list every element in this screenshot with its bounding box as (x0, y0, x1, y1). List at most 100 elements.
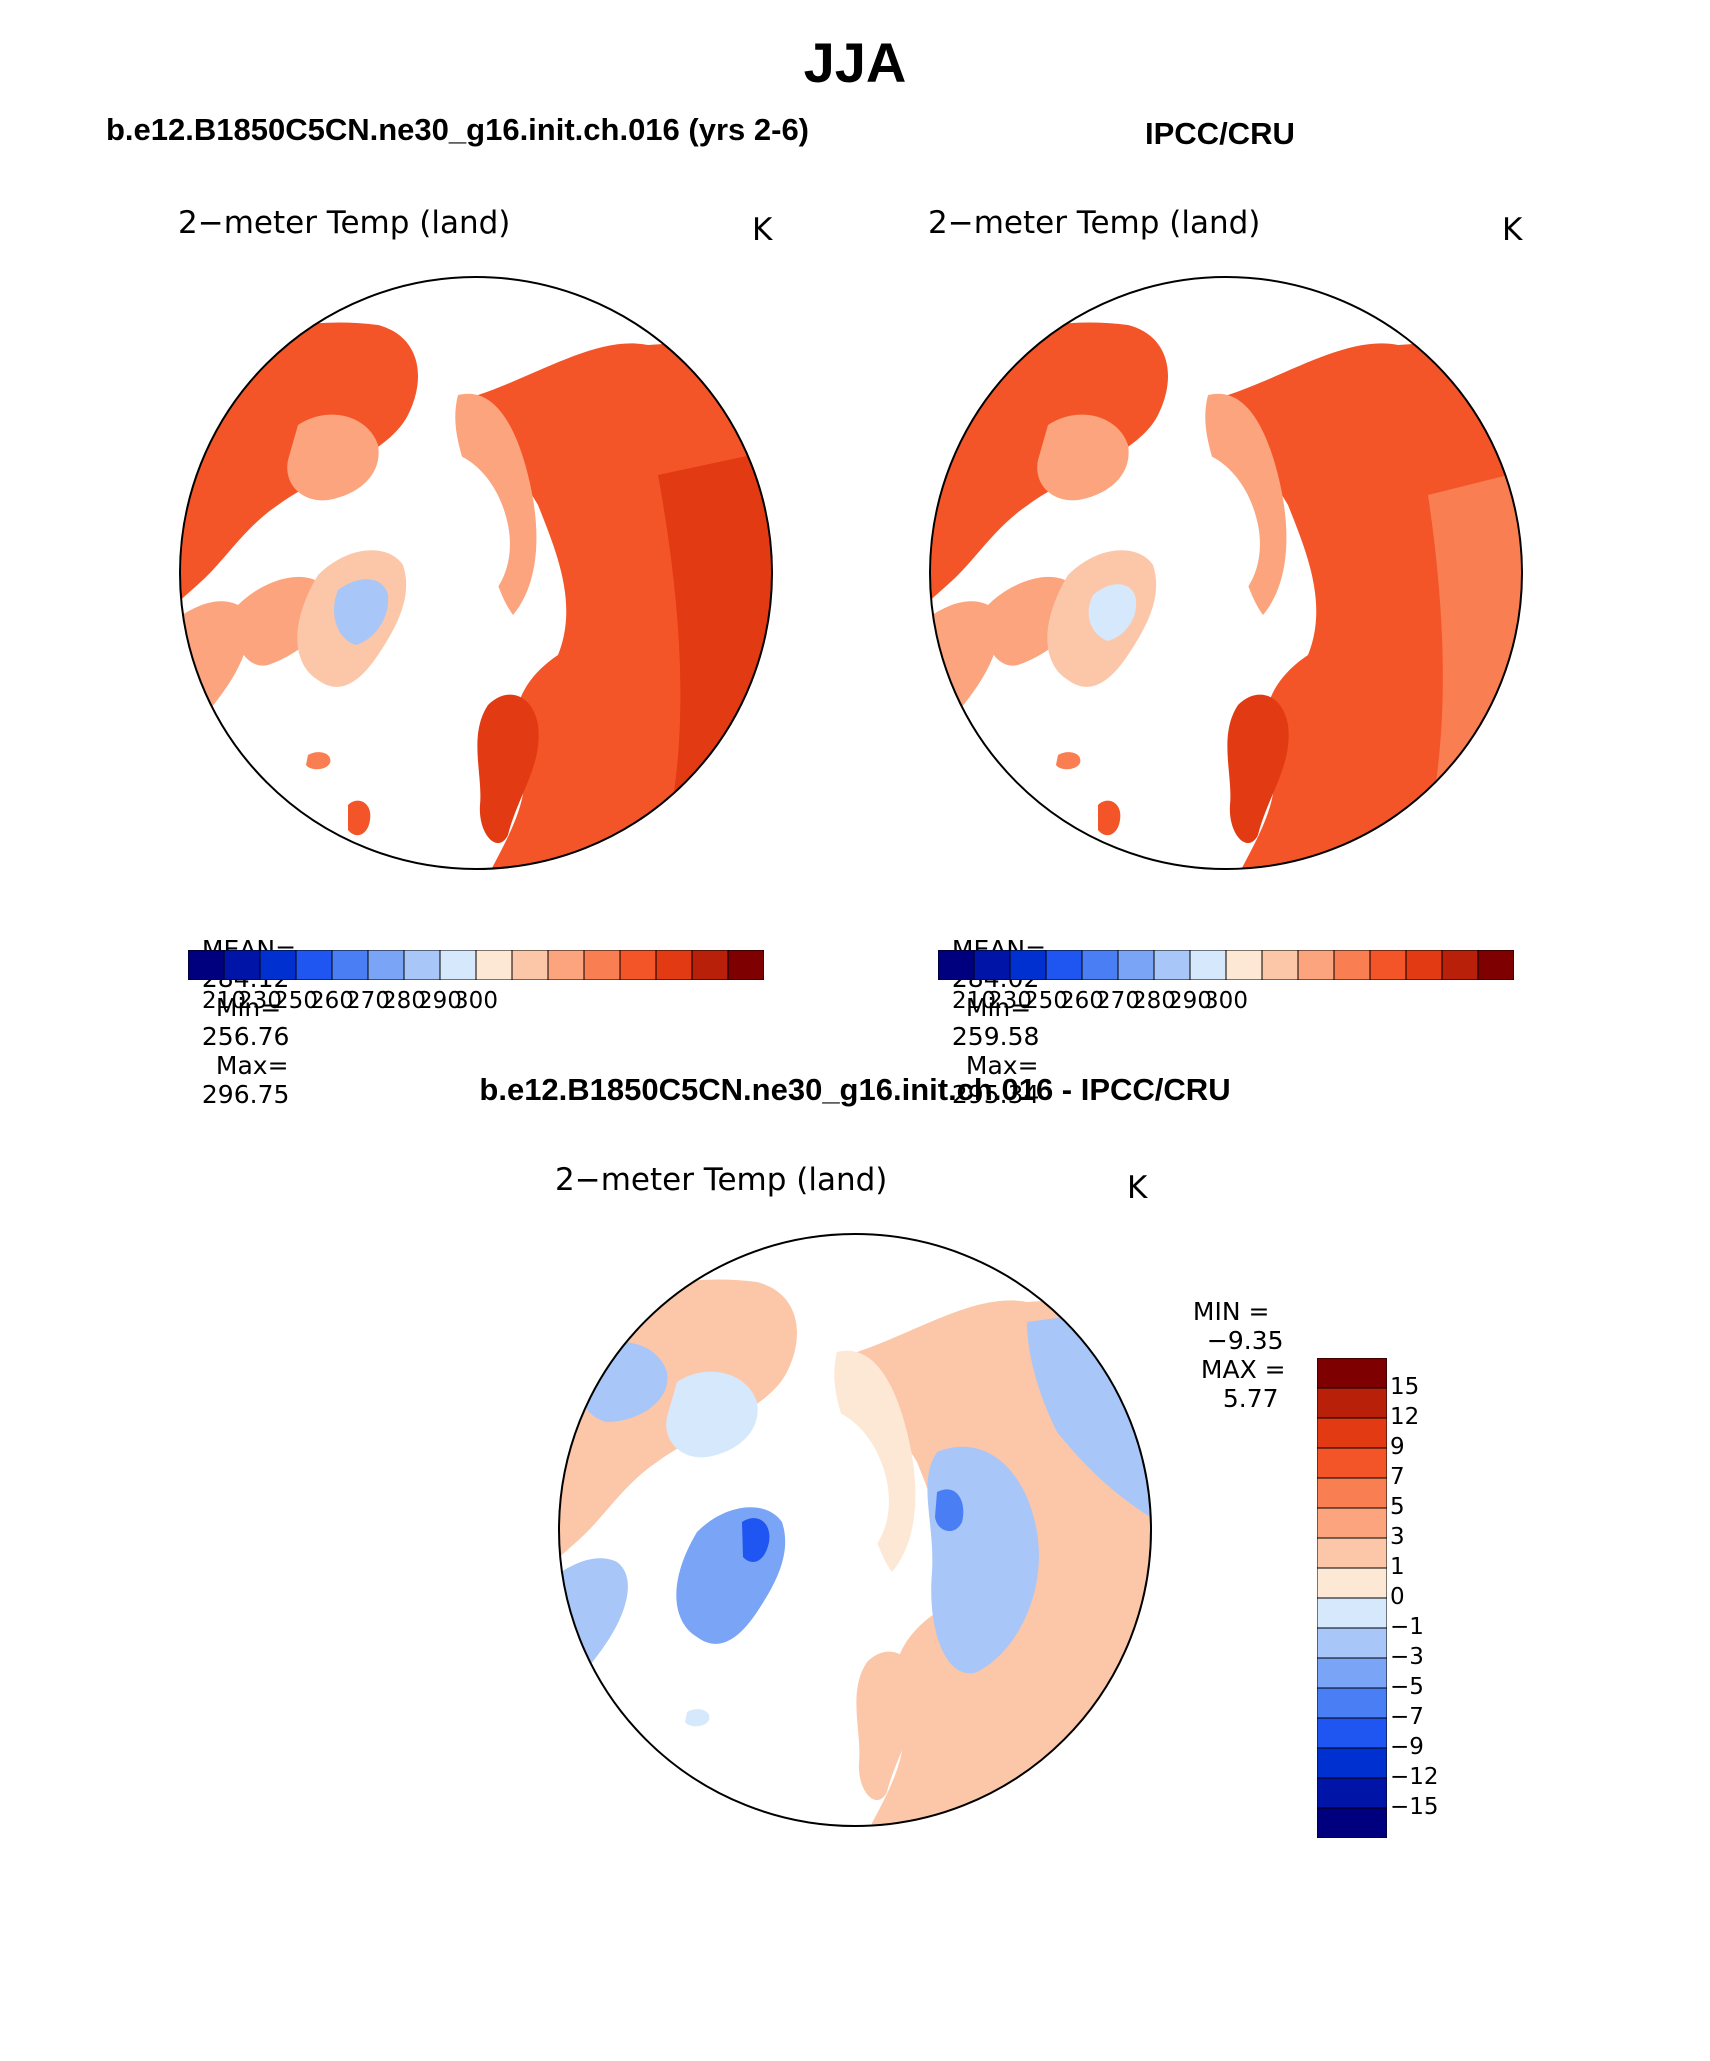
difference-colorbar (1317, 1358, 1387, 1838)
obs-colorbar-tick-label: 300 (1204, 988, 1248, 1014)
diff-field-label: 2−meter Temp (land) (555, 1162, 888, 1198)
difference-colorbar-box (1317, 1807, 1387, 1838)
difference-colorbar-box (1317, 1687, 1387, 1719)
model-colorbar-box (511, 950, 549, 980)
obs-field-label: 2−meter Temp (land) (928, 205, 1261, 241)
obs-colorbar-box (1477, 950, 1514, 980)
model-colorbar-tick-label: 210 (202, 988, 246, 1014)
difference-colorbar-box (1317, 1417, 1387, 1449)
difference-colorbar-tick-label: −1 (1390, 1614, 1424, 1640)
obs-colorbar-box (1117, 950, 1155, 980)
model-field-label: 2−meter Temp (land) (178, 205, 511, 241)
model-colorbar-tick-label: 260 (310, 988, 354, 1014)
difference-colorbar-tick-label: 15 (1390, 1374, 1420, 1400)
model-polar-map (179, 276, 773, 870)
difference-colorbar-box (1317, 1537, 1387, 1569)
obs-colorbar-box (938, 950, 975, 980)
obs-colorbar-box (1297, 950, 1335, 980)
obs-colorbar-box (1225, 950, 1263, 980)
difference-colorbar-box (1317, 1777, 1387, 1809)
difference-colorbar-box (1317, 1477, 1387, 1509)
difference-colorbar-box (1317, 1447, 1387, 1479)
difference-colorbar-tick-label: 5 (1390, 1494, 1405, 1520)
difference-colorbar-tick-label: 3 (1390, 1524, 1405, 1550)
model-colorbar-box (403, 950, 441, 980)
model-colorbar-box (331, 950, 369, 980)
diff-units-label: K (1127, 1170, 1148, 1206)
model-units-label: K (752, 212, 773, 248)
difference-colorbar-box (1317, 1567, 1387, 1599)
obs-case-title: IPCC/CRU (1145, 116, 1295, 151)
diff-min-label: MIN = (1192, 1297, 1270, 1326)
obs-max-label: Max= (965, 1051, 1039, 1080)
difference-colorbar-box (1317, 1657, 1387, 1689)
difference-colorbar-tick-label: 7 (1390, 1464, 1405, 1490)
diff-max-value: 5.77 (1222, 1384, 1279, 1413)
model-colorbar-box (619, 950, 657, 980)
difference-colorbar-box (1317, 1507, 1387, 1539)
difference-colorbar-box (1317, 1358, 1387, 1389)
model-colorbar-box (475, 950, 513, 980)
difference-colorbar-tick-label: 12 (1390, 1404, 1420, 1430)
model-colorbar-tick-label: 280 (382, 988, 426, 1014)
difference-colorbar-ticks: 15 12 9 7 5 3 1 0 −1 −3 −5 −7 −9 −12 −15 (1390, 1358, 1490, 1838)
difference-colorbar-tick-label: 1 (1390, 1554, 1405, 1580)
difference-colorbar-tick-label: −15 (1390, 1794, 1439, 1820)
difference-colorbar-tick-label: 0 (1390, 1584, 1405, 1610)
difference-colorbar-tick-label: −3 (1390, 1644, 1424, 1670)
obs-max-value: 295.34 (951, 1080, 1040, 1109)
model-colorbar-box (727, 950, 764, 980)
difference-title: b.e12.B1850C5CN.ne30_g16.init.ch.016 - I… (479, 1072, 1231, 1107)
model-colorbar-tick-label: 270 (346, 988, 390, 1014)
obs-colorbar-box (1009, 950, 1047, 980)
difference-colorbar-tick-label: 9 (1390, 1434, 1405, 1460)
difference-colorbar-tick-label: −12 (1390, 1764, 1439, 1790)
obs-colorbar-tick-label: 290 (1168, 988, 1212, 1014)
obs-colorbar-box (1045, 950, 1083, 980)
model-colorbar-box (583, 950, 621, 980)
obs-min-value: 259.58 (951, 1022, 1040, 1051)
obs-colorbar-box (1081, 950, 1119, 980)
model-colorbar-box (547, 950, 585, 980)
model-colorbar-box (259, 950, 297, 980)
model-case-title: b.e12.B1850C5CN.ne30_g16.init.ch.016 (yr… (106, 112, 810, 147)
difference-colorbar-box (1317, 1597, 1387, 1629)
difference-colorbar-box (1317, 1627, 1387, 1659)
model-colorbar-ticks: 210 230 250 260 270 280 290 300 (188, 988, 764, 1018)
obs-polar-map (929, 276, 1523, 870)
obs-colorbar-box (1405, 950, 1443, 980)
diff-max-label: MAX = (1200, 1355, 1286, 1384)
obs-colorbar-box (1189, 950, 1227, 980)
difference-polar-map (558, 1233, 1152, 1827)
model-min-label: Min= (215, 993, 282, 1022)
obs-colorbar-box (1333, 950, 1371, 980)
model-colorbar-box (439, 950, 477, 980)
obs-min-label: Min= (965, 993, 1032, 1022)
model-colorbar-tick-label: 300 (454, 988, 498, 1014)
obs-colorbar-tick-label: 260 (1060, 988, 1104, 1014)
model-colorbar (188, 950, 764, 980)
obs-colorbar-tick-label: 210 (952, 988, 996, 1014)
model-min-value: 256.76 (201, 1022, 290, 1051)
difference-colorbar-box (1317, 1387, 1387, 1419)
obs-colorbar-box (1369, 950, 1407, 980)
obs-units-label: K (1502, 212, 1523, 248)
difference-colorbar-box (1317, 1717, 1387, 1749)
model-colorbar-box (295, 950, 333, 980)
model-colorbar-box (223, 950, 261, 980)
difference-colorbar-tick-label: −9 (1390, 1734, 1424, 1760)
model-colorbar-box (655, 950, 693, 980)
model-colorbar-tick-label: 290 (418, 988, 462, 1014)
obs-colorbar-box (1441, 950, 1479, 980)
obs-colorbar-tick-label: 250 (1024, 988, 1068, 1014)
obs-colorbar-tick-label: 230 (988, 988, 1032, 1014)
model-max-label: Max= (215, 1051, 289, 1080)
obs-colorbar-box (1153, 950, 1191, 980)
obs-colorbar-tick-label: 270 (1096, 988, 1140, 1014)
obs-colorbar (938, 950, 1514, 980)
difference-colorbar-box (1317, 1747, 1387, 1779)
diff-minmax: MIN = −9.35 MAX = 5.77 (1177, 1268, 1286, 1413)
obs-colorbar-box (973, 950, 1011, 980)
model-colorbar-box (691, 950, 729, 980)
model-colorbar-box (188, 950, 225, 980)
